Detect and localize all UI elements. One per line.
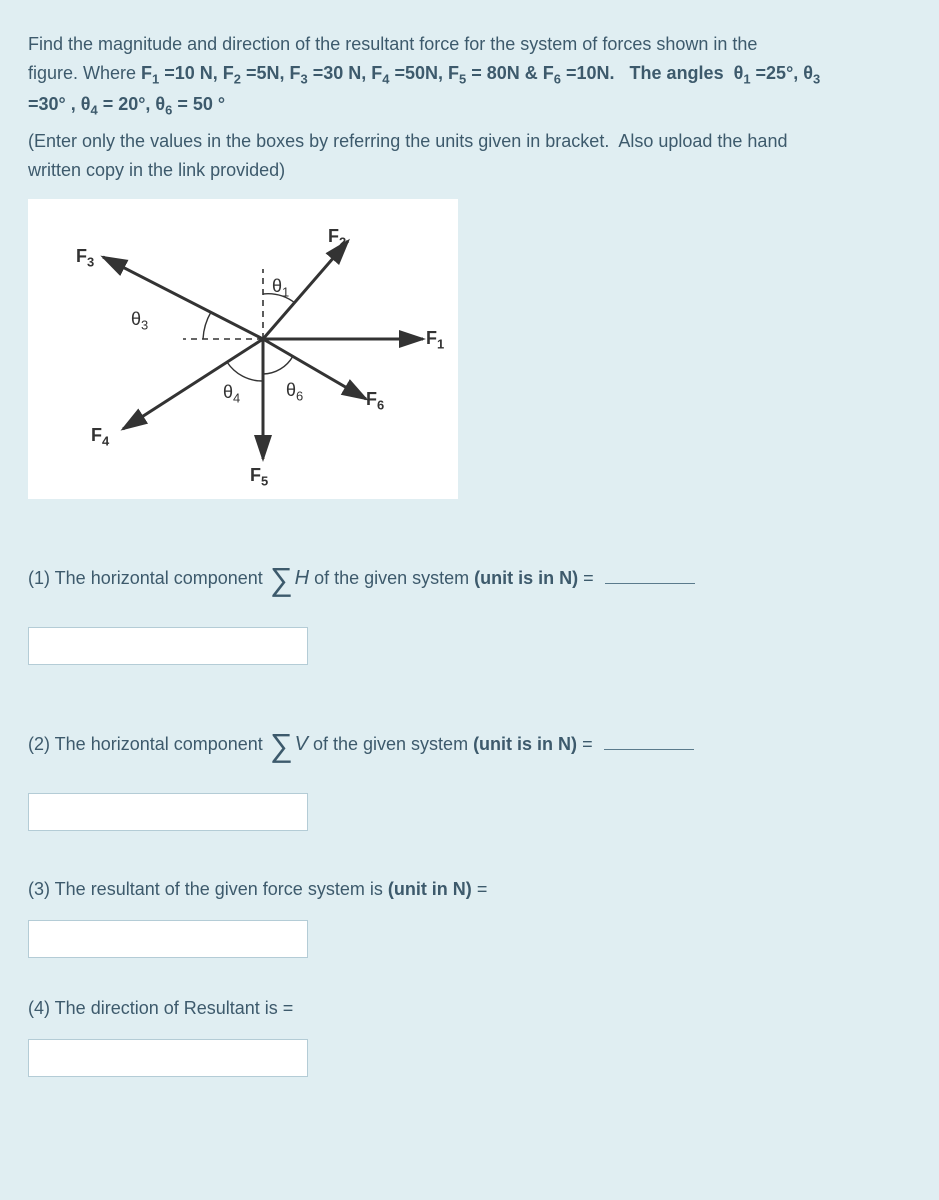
equals: = [477, 879, 488, 899]
forces-given: F1 =10 N, F2 =5N, F3 =30 N, F4 =50N, F5 … [141, 63, 820, 83]
answer-input-1[interactable] [28, 627, 308, 665]
problem-statement: Find the magnitude and direction of the … [28, 30, 911, 185]
label-f3: F3 [76, 246, 94, 270]
equals: = [583, 568, 599, 588]
q2-symbol: V [295, 733, 308, 755]
q2-text-b: of the given system [313, 734, 473, 754]
q2-text-a: (2) The horizontal component [28, 734, 268, 754]
note-line1: (Enter only the values in the boxes by r… [28, 131, 787, 151]
question-3: (3) The resultant of the given force sys… [28, 875, 911, 958]
label-theta3: θ3 [131, 309, 148, 333]
problem-line1: Find the magnitude and direction of the … [28, 34, 757, 54]
blank-line [604, 736, 694, 750]
label-f6: F6 [366, 389, 384, 413]
label-theta4: θ4 [223, 382, 240, 406]
sigma-icon: ∑ [270, 554, 293, 605]
label-f1: F1 [426, 328, 444, 352]
equals: = [582, 734, 598, 754]
q2-unit: (unit is in N) [473, 734, 577, 754]
label-theta1: θ1 [272, 276, 289, 300]
blank-line [605, 570, 695, 584]
label-f5: F5 [250, 465, 268, 489]
q4-text: (4) The direction of Resultant is = [28, 998, 293, 1018]
q1-text-a: (1) The horizontal component [28, 568, 268, 588]
answer-input-4[interactable] [28, 1039, 308, 1077]
q3-text: (3) The resultant of the given force sys… [28, 879, 388, 899]
sigma-icon: ∑ [270, 720, 293, 771]
answer-input-3[interactable] [28, 920, 308, 958]
force-diagram: F1 F2 F3 F4 F5 F6 θ1 θ3 θ4 θ6 [28, 199, 458, 499]
note-line2: written copy in the link provided) [28, 160, 285, 180]
answer-input-2[interactable] [28, 793, 308, 831]
question-1: (1) The horizontal component ∑H of the g… [28, 554, 911, 665]
angles-given: =30° , θ4 = 20°, θ6 = 50 ° [28, 94, 225, 114]
q1-unit: (unit is in N) [474, 568, 578, 588]
q1-text-b: of the given system [314, 568, 474, 588]
label-theta6: θ6 [286, 380, 303, 404]
problem-line1b: figure. Where [28, 63, 141, 83]
label-f4: F4 [91, 425, 109, 449]
q1-symbol: H [295, 567, 309, 589]
question-4: (4) The direction of Resultant is = [28, 994, 911, 1077]
q3-unit: (unit in N) [388, 879, 472, 899]
label-f2: F2 [328, 226, 346, 250]
question-2: (2) The horizontal component ∑V of the g… [28, 720, 911, 831]
